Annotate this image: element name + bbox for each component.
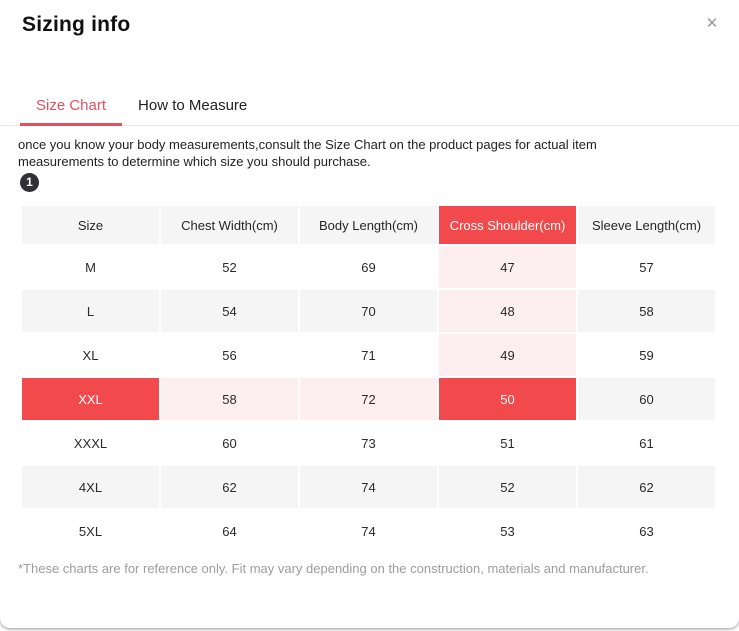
cell-xl-cross-shoulder-cm[interactable]: 49 <box>439 334 576 376</box>
cell-5xl-body-length-cm[interactable]: 74 <box>300 510 437 552</box>
row-label-m[interactable]: M <box>22 246 159 288</box>
cell-xl-sleeve-length-cm[interactable]: 59 <box>578 334 715 376</box>
size-table-body: M 52 69 47 57 L 54 70 48 58 XL 56 71 49 59 XXL 58 72 50 60 X… <box>22 246 715 552</box>
row-label-5xl[interactable]: 5XL <box>22 510 159 552</box>
cell-4xl-body-length-cm[interactable]: 74 <box>300 466 437 508</box>
reference-footnote: *These charts are for reference only. Fi… <box>18 561 649 576</box>
cell-l-cross-shoulder-cm[interactable]: 48 <box>439 290 576 332</box>
size-row-4xl: 4XL 62 74 52 62 <box>22 466 715 508</box>
row-label-xxl[interactable]: XXL <box>22 378 159 420</box>
cell-5xl-sleeve-length-cm[interactable]: 63 <box>578 510 715 552</box>
cell-m-sleeve-length-cm[interactable]: 57 <box>578 246 715 288</box>
cell-xl-body-length-cm[interactable]: 71 <box>300 334 437 376</box>
cell-m-chest-width-cm[interactable]: 52 <box>161 246 298 288</box>
size-row-l: L 54 70 48 58 <box>22 290 715 332</box>
cell-xl-chest-width-cm[interactable]: 56 <box>161 334 298 376</box>
column-header-size[interactable]: Size <box>22 206 159 244</box>
size-row-5xl: 5XL 64 74 53 63 <box>22 510 715 552</box>
column-header-chest-width-cm[interactable]: Chest Width(cm) <box>161 206 298 244</box>
tab-size-chart[interactable]: Size Chart <box>20 97 123 126</box>
cell-m-cross-shoulder-cm[interactable]: 47 <box>439 246 576 288</box>
row-label-xxxl[interactable]: XXXL <box>22 422 159 464</box>
cell-xxxl-body-length-cm[interactable]: 73 <box>300 422 437 464</box>
close-icon[interactable]: ✕ <box>705 15 719 32</box>
column-header-sleeve-length-cm[interactable]: Sleeve Length(cm) <box>578 206 715 244</box>
cell-xxl-body-length-cm[interactable]: 72 <box>300 378 437 420</box>
cell-xxxl-cross-shoulder-cm[interactable]: 51 <box>439 422 576 464</box>
modal-title: Sizing info <box>22 13 131 36</box>
cell-xxxl-chest-width-cm[interactable]: 60 <box>161 422 298 464</box>
row-label-4xl[interactable]: 4XL <box>22 466 159 508</box>
size-chart-description: once you know your body measurements,con… <box>18 137 597 169</box>
size-row-xxl: XXL 58 72 50 60 <box>22 378 715 420</box>
size-row-m: M 52 69 47 57 <box>22 246 715 288</box>
cell-xxl-cross-shoulder-cm[interactable]: 50 <box>439 378 576 420</box>
row-label-l[interactable]: L <box>22 290 159 332</box>
column-header-body-length-cm[interactable]: Body Length(cm) <box>300 206 437 244</box>
cell-4xl-sleeve-length-cm[interactable]: 62 <box>578 466 715 508</box>
cell-l-chest-width-cm[interactable]: 54 <box>161 290 298 332</box>
cell-l-body-length-cm[interactable]: 70 <box>300 290 437 332</box>
size-row-xxxl: XXXL 60 73 51 61 <box>22 422 715 464</box>
tab-how-to-measure[interactable]: How to Measure <box>138 97 248 114</box>
cell-xxl-sleeve-length-cm[interactable]: 60 <box>578 378 715 420</box>
cell-xxxl-sleeve-length-cm[interactable]: 61 <box>578 422 715 464</box>
cell-xxl-chest-width-cm[interactable]: 58 <box>161 378 298 420</box>
cell-l-sleeve-length-cm[interactable]: 58 <box>578 290 715 332</box>
cell-4xl-chest-width-cm[interactable]: 62 <box>161 466 298 508</box>
step-badge: 1 <box>20 173 39 192</box>
cell-4xl-cross-shoulder-cm[interactable]: 52 <box>439 466 576 508</box>
cell-m-body-length-cm[interactable]: 69 <box>300 246 437 288</box>
size-table-header-row: Size Chest Width(cm) Body Length(cm) Cross … <box>22 206 715 244</box>
size-row-xl: XL 56 71 49 59 <box>22 334 715 376</box>
size-table: Size Chest Width(cm) Body Length(cm) Cross … <box>20 204 717 554</box>
cell-5xl-cross-shoulder-cm[interactable]: 53 <box>439 510 576 552</box>
column-header-cross-shoulder-cm[interactable]: Cross Shoulder(cm) <box>439 206 576 244</box>
tab-bar: Size Chart How to Measure <box>0 97 739 126</box>
cell-5xl-chest-width-cm[interactable]: 64 <box>161 510 298 552</box>
row-label-xl[interactable]: XL <box>22 334 159 376</box>
